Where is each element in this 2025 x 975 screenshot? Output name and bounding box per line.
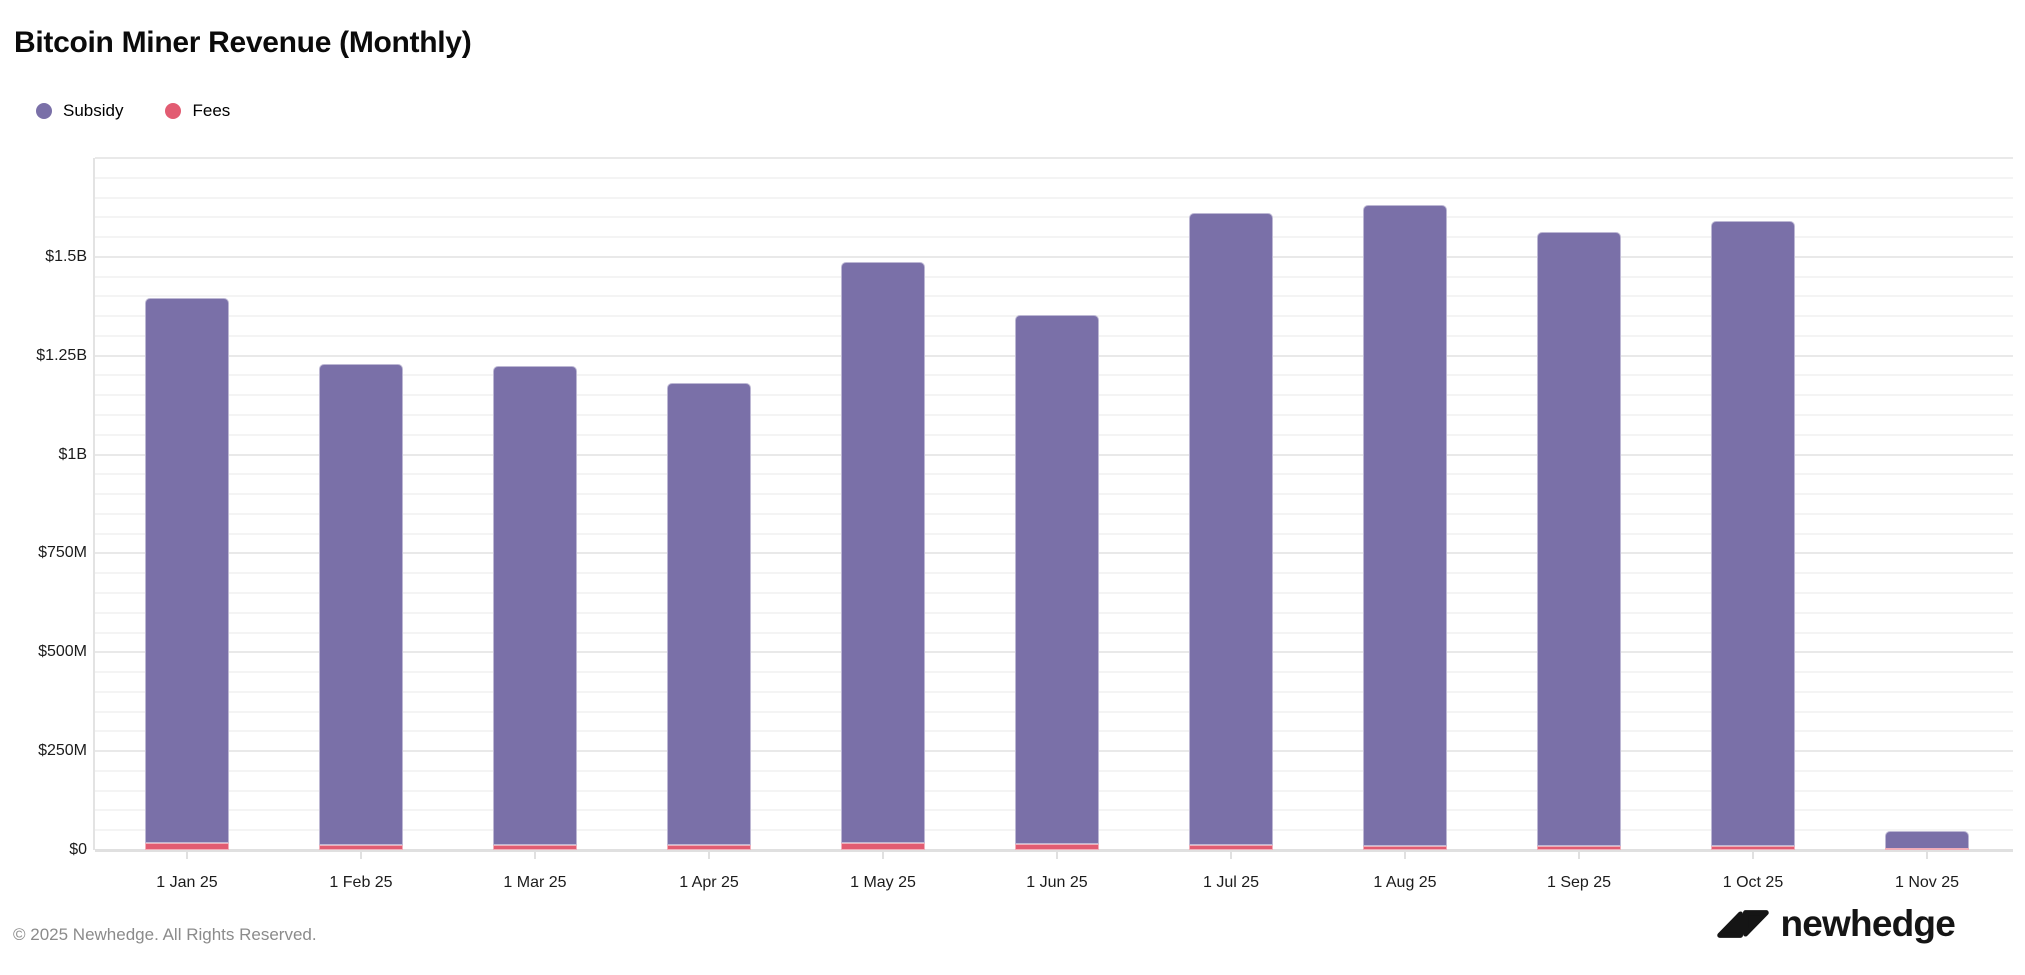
bar-1-oct-25[interactable] — [1711, 220, 1795, 850]
legend-item-fees[interactable]: Fees — [165, 101, 230, 121]
gridline — [95, 176, 2013, 179]
bar-segment-fees[interactable] — [1363, 845, 1447, 850]
x-tick-label: 1 Jun 25 — [1026, 874, 1088, 891]
y-tick-label: $0 — [69, 841, 87, 858]
page-title: Bitcoin Miner Revenue (Monthly) — [14, 26, 472, 59]
subsidy-color-dot-icon — [36, 103, 52, 119]
x-axis-tick — [1578, 850, 1580, 859]
x-tick-label: 1 Jan 25 — [156, 874, 218, 891]
bar-segment-subsidy[interactable] — [1015, 314, 1099, 845]
bar-segment-fees[interactable] — [319, 844, 403, 850]
y-axis-line — [93, 158, 95, 850]
bar-segment-fees[interactable] — [841, 843, 925, 850]
newhedge-logo-icon — [1717, 910, 1770, 938]
bar-segment-fees[interactable] — [667, 844, 751, 850]
newhedge-logo[interactable]: newhedge — [1716, 901, 1956, 947]
copyright-text: © 2025 Newhedge. All Rights Reserved. — [13, 925, 317, 944]
bar-1-feb-25[interactable] — [319, 363, 403, 850]
bar-segment-subsidy[interactable] — [1189, 212, 1273, 845]
x-axis-tick — [1230, 850, 1232, 859]
x-axis-baseline — [95, 849, 2013, 852]
bar-segment-subsidy[interactable] — [145, 297, 229, 844]
bar-segment-subsidy[interactable] — [319, 363, 403, 845]
x-tick-label: 1 Oct 25 — [1722, 874, 1784, 891]
gridline — [95, 236, 2013, 239]
x-tick-label: 1 Jul 25 — [1202, 874, 1260, 891]
bar-segment-subsidy[interactable] — [1885, 830, 1969, 850]
bar-segment-subsidy[interactable] — [493, 366, 577, 845]
legend-label-subsidy: Subsidy — [63, 101, 124, 120]
y-tick-label: $250M — [38, 742, 87, 760]
x-axis-tick — [882, 850, 884, 859]
gridline — [95, 196, 2013, 199]
x-axis-tick — [1056, 850, 1058, 859]
x-axis-tick — [1926, 850, 1928, 859]
gridline — [95, 275, 2013, 278]
bar-segment-subsidy[interactable] — [667, 382, 751, 845]
gridline — [95, 216, 2013, 219]
legend-item-subsidy[interactable]: Subsidy — [36, 101, 123, 121]
bar-1-jun-25[interactable] — [1015, 314, 1099, 850]
x-axis-tick — [534, 850, 536, 859]
bar-chart-plot-area: 1 Jan 25 1 Feb 25 1 Mar 25 1 Apr 25 1 May 25… — [93, 157, 2013, 891]
bar-segment-fees[interactable] — [1537, 845, 1621, 850]
x-tick-label: 1 Sep 25 — [1546, 874, 1612, 891]
x-axis-tick — [1404, 850, 1406, 859]
bar-segment-fees[interactable] — [145, 843, 229, 850]
x-tick-label: 1 May 25 — [850, 874, 916, 891]
y-tick-label: $1.25B — [36, 346, 87, 364]
fees-color-dot-icon — [165, 103, 182, 119]
y-tick-label: $750M — [38, 544, 87, 562]
bar-1-jul-25[interactable] — [1189, 212, 1273, 850]
bar-segment-subsidy[interactable] — [1711, 220, 1795, 847]
x-tick-label: 1 Feb 25 — [329, 874, 393, 891]
x-tick-label: 1 Apr 25 — [679, 874, 739, 891]
x-axis-tick — [186, 850, 188, 859]
bar-segment-fees[interactable] — [1711, 846, 1795, 850]
bar-1-may-25[interactable] — [841, 262, 925, 850]
bar-segment-fees[interactable] — [493, 844, 577, 850]
y-tick-label: $1.5B — [45, 247, 87, 265]
legend-label-fees: Fees — [192, 101, 231, 120]
bar-1-jan-25[interactable] — [145, 297, 229, 850]
bar-segment-fees[interactable] — [1885, 848, 1969, 850]
legend: Subsidy Fees — [36, 101, 230, 121]
x-tick-label: 1 Nov 25 — [1894, 874, 1960, 891]
x-axis-tick — [708, 850, 710, 859]
x-axis-tick — [360, 850, 362, 859]
bar-1-aug-25[interactable] — [1363, 205, 1447, 850]
y-tick-label: $1B — [58, 445, 87, 463]
x-axis-tick — [1752, 850, 1754, 859]
x-tick-label: 1 Aug 25 — [1373, 874, 1437, 891]
bar-1-apr-25[interactable] — [667, 382, 751, 850]
bar-segment-fees[interactable] — [1015, 844, 1099, 850]
bar-segment-subsidy[interactable] — [1363, 205, 1447, 846]
bar-segment-subsidy[interactable] — [1537, 231, 1621, 846]
gridline — [95, 255, 2013, 258]
bar-1-mar-25[interactable] — [493, 366, 577, 850]
bar-1-nov-25[interactable] — [1885, 830, 1969, 850]
bar-1-sep-25[interactable] — [1537, 231, 1621, 850]
y-tick-label: $500M — [38, 643, 87, 661]
gridline — [95, 295, 2013, 298]
gridline — [95, 157, 2013, 159]
newhedge-logo-text: newhedge — [1780, 903, 1955, 944]
bar-segment-fees[interactable] — [1189, 844, 1273, 850]
bar-segment-subsidy[interactable] — [841, 262, 925, 844]
x-tick-label: 1 Mar 25 — [503, 874, 567, 891]
